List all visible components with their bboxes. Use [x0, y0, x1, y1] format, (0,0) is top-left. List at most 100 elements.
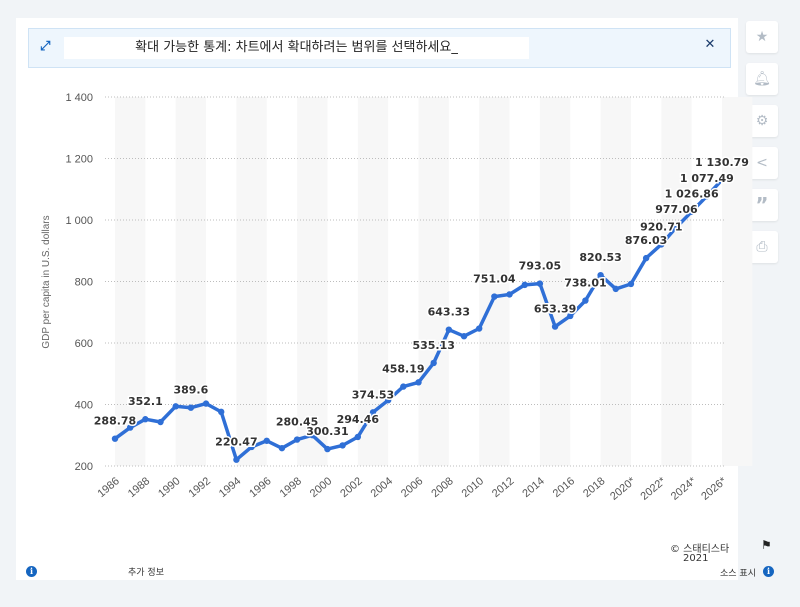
show-source-link[interactable]: 소스 표시 [720, 569, 756, 579]
data-point [369, 409, 377, 416]
data-point [400, 383, 407, 390]
data-point [233, 456, 240, 463]
data-label: 820.53 [579, 251, 621, 264]
x-tick-label: 1992 [187, 475, 213, 500]
data-point [567, 312, 574, 320]
data-point [718, 176, 726, 183]
data-point [460, 333, 468, 340]
data-point [202, 400, 210, 407]
x-axis-ticks: 1986 1988 1990 1992 1994 1996 1998 2000 2002 2004… [95, 475, 729, 503]
quote-icon: ” [755, 193, 769, 217]
data-point [187, 404, 195, 411]
data-point [491, 293, 498, 300]
bell-icon: 🔔︎ [753, 71, 771, 87]
x-tick-label: 2024* [669, 475, 699, 503]
data-label: 220.47 [215, 436, 257, 449]
y-tick-label: 200 [75, 461, 93, 473]
data-label: 643.33 [428, 306, 470, 319]
data-label: 374.53 [352, 388, 394, 401]
data-point [627, 280, 635, 288]
info-icon[interactable]: i [26, 566, 37, 577]
data-point [142, 416, 149, 423]
plot-band [722, 97, 753, 466]
data-point [642, 254, 650, 262]
data-label: 300.31 [306, 425, 348, 438]
data-point [582, 297, 589, 304]
x-tick-label: 2016 [551, 475, 577, 500]
more-info-link[interactable]: 추가 정보 [128, 568, 164, 578]
data-point [415, 379, 422, 386]
gear-icon: ⚙ [755, 113, 769, 129]
data-label: 535.13 [412, 339, 454, 352]
series-points [111, 176, 726, 463]
data-point [339, 442, 346, 449]
x-tick-label: 2020* [608, 475, 638, 503]
x-tick-label: 2022* [638, 475, 668, 503]
data-label: 288.78 [94, 415, 136, 428]
data-point [293, 436, 301, 443]
source-info-icon[interactable]: i [763, 566, 774, 577]
data-point [688, 208, 695, 215]
x-tick-label: 2002 [338, 475, 364, 500]
data-point [172, 403, 179, 410]
data-point [111, 435, 119, 442]
data-point [612, 285, 619, 293]
data-point [597, 271, 604, 279]
expand-icon[interactable]: ⤢ [40, 39, 51, 54]
data-point [126, 424, 134, 431]
data-point [218, 408, 225, 416]
x-tick-label: 1988 [126, 475, 152, 500]
x-tick-label: 1996 [247, 475, 273, 500]
data-point [263, 437, 270, 444]
data-point [521, 281, 528, 289]
x-tick-label: 1986 [95, 475, 121, 500]
data-point [506, 291, 513, 298]
close-icon[interactable]: ✕ [704, 37, 716, 52]
x-tick-label: 2012 [490, 475, 516, 500]
print-icon: ⎙ [756, 239, 768, 255]
data-point [551, 323, 559, 330]
x-tick-label: 2006 [399, 475, 425, 500]
data-point [278, 444, 286, 452]
favorite-button[interactable]: ★ [746, 21, 778, 53]
x-tick-label: 2008 [429, 475, 455, 500]
star-icon: ★ [755, 29, 769, 45]
data-point [673, 223, 680, 231]
data-label: 458.19 [382, 363, 424, 376]
data-label: 1 077.49 [680, 172, 734, 185]
y-tick-label: 600 [75, 338, 93, 350]
data-label: 876.03 [625, 234, 667, 247]
data-labels: 288.78 352.1 389.6 220.47 280.45300.31294.46… [92, 154, 750, 450]
data-point [703, 192, 711, 200]
data-label: 920.71 [640, 220, 682, 233]
data-point [309, 431, 316, 439]
y-axis-title: GDP per capita in U.S. dollars [41, 215, 52, 348]
gridlines [105, 96, 724, 467]
x-tick-label: 1994 [217, 475, 243, 500]
y-tick-label: 1 200 [65, 154, 93, 166]
data-point [157, 418, 164, 426]
plot-band [115, 97, 146, 466]
x-tick-label: 1998 [278, 475, 304, 500]
data-point [430, 359, 437, 367]
data-point [324, 445, 331, 453]
data-point [354, 433, 361, 441]
x-tick-label: 2014 [520, 475, 546, 500]
data-point [445, 326, 453, 333]
data-point [384, 396, 392, 404]
copyright-text: © 스태티스타 [670, 544, 730, 555]
y-tick-label: 400 [75, 400, 93, 412]
flag-icon[interactable]: ⚑ [761, 538, 772, 552]
x-tick-label: 2018 [581, 475, 607, 500]
x-tick-label: 2000 [308, 475, 334, 500]
x-tick-label: 2026* [699, 475, 729, 503]
data-point [248, 443, 255, 451]
x-tick-label: 1990 [156, 475, 182, 500]
notification-button[interactable]: 🔔︎ [746, 63, 778, 95]
copyright-year: 2021 [683, 553, 709, 564]
x-tick-label: 2004 [369, 475, 395, 500]
data-label: 280.45 [276, 416, 318, 429]
y-axis-ticks: 200 400 600 800 1 000 1 200 1 400 [65, 92, 93, 473]
y-tick-label: 1 000 [65, 215, 93, 227]
